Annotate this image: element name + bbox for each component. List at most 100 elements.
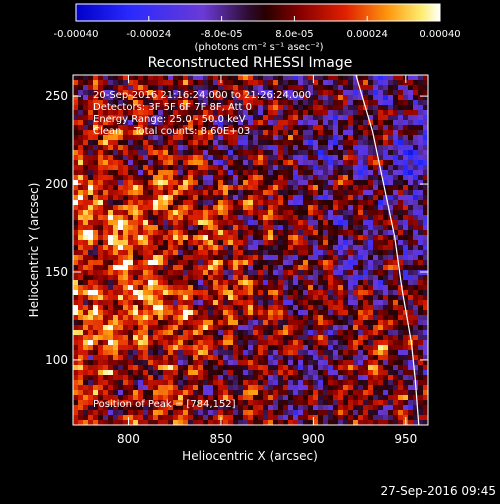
heatmap-cell: [388, 390, 393, 395]
heatmap-cell: [203, 225, 208, 230]
heatmap-cell: [73, 210, 78, 215]
heatmap-cell: [288, 135, 293, 140]
heatmap-cell: [93, 270, 98, 275]
heatmap-cell: [338, 135, 343, 140]
heatmap-cell: [423, 80, 428, 85]
heatmap-cell: [358, 300, 363, 305]
heatmap-cell: [418, 120, 423, 125]
heatmap-cell: [358, 330, 363, 335]
heatmap-cell: [333, 295, 338, 300]
heatmap-cell: [123, 165, 128, 170]
heatmap-cell: [168, 305, 173, 310]
heatmap-cell: [398, 195, 403, 200]
heatmap-cell: [168, 200, 173, 205]
heatmap-cell: [208, 300, 213, 305]
heatmap-cell: [398, 295, 403, 300]
heatmap-cell: [313, 410, 318, 415]
heatmap-cell: [168, 315, 173, 320]
heatmap-cell: [263, 300, 268, 305]
heatmap-cell: [403, 270, 408, 275]
heatmap-cell: [298, 325, 303, 330]
heatmap-cell: [218, 255, 223, 260]
heatmap-cell: [303, 280, 308, 285]
heatmap-cell: [403, 150, 408, 155]
heatmap-cell: [343, 85, 348, 90]
heatmap-cell: [303, 315, 308, 320]
heatmap-cell: [263, 210, 268, 215]
heatmap-cell: [338, 385, 343, 390]
heatmap-cell: [313, 200, 318, 205]
heatmap-cell: [148, 190, 153, 195]
heatmap-cell: [153, 380, 158, 385]
heatmap-cell: [133, 255, 138, 260]
heatmap-cell: [248, 180, 253, 185]
heatmap-cell: [383, 170, 388, 175]
heatmap-cell: [333, 95, 338, 100]
heatmap-cell: [178, 205, 183, 210]
heatmap-cell: [208, 240, 213, 245]
heatmap-cell: [383, 275, 388, 280]
heatmap-cell: [253, 295, 258, 300]
heatmap-cell: [278, 200, 283, 205]
heatmap-cell: [243, 140, 248, 145]
heatmap-cell: [93, 285, 98, 290]
heatmap-cell: [403, 185, 408, 190]
heatmap-cell: [343, 300, 348, 305]
heatmap-cell: [83, 280, 88, 285]
heatmap-cell: [413, 280, 418, 285]
heatmap-cell: [328, 295, 333, 300]
heatmap-cell: [213, 185, 218, 190]
heatmap-cell: [268, 420, 273, 425]
heatmap-cell: [358, 325, 363, 330]
heatmap-cell: [383, 325, 388, 330]
heatmap-cell: [273, 270, 278, 275]
heatmap-cell: [333, 245, 338, 250]
heatmap-cell: [183, 75, 188, 80]
heatmap-cell: [213, 240, 218, 245]
heatmap-cell: [123, 385, 128, 390]
heatmap-cell: [153, 390, 158, 395]
heatmap-cell: [368, 385, 373, 390]
heatmap-cell: [383, 315, 388, 320]
heatmap-cell: [293, 230, 298, 235]
heatmap-cell: [418, 390, 423, 395]
heatmap-cell: [173, 185, 178, 190]
heatmap-cell: [218, 175, 223, 180]
heatmap-cell: [373, 160, 378, 165]
heatmap-cell: [378, 90, 383, 95]
heatmap-cell: [93, 180, 98, 185]
heatmap-cell: [108, 345, 113, 350]
heatmap-cell: [293, 395, 298, 400]
heatmap-cell: [228, 220, 233, 225]
heatmap-cell: [243, 420, 248, 425]
heatmap-cell: [233, 420, 238, 425]
heatmap-cell: [263, 305, 268, 310]
heatmap-cell: [353, 240, 358, 245]
heatmap-cell: [158, 345, 163, 350]
heatmap-cell: [243, 370, 248, 375]
heatmap-cell: [203, 375, 208, 380]
heatmap-cell: [363, 205, 368, 210]
heatmap-cell: [413, 170, 418, 175]
heatmap-cell: [148, 360, 153, 365]
heatmap-cell: [88, 210, 93, 215]
heatmap-cell: [423, 270, 428, 275]
heatmap-cell: [173, 195, 178, 200]
heatmap-cell: [113, 225, 118, 230]
heatmap-cell: [373, 350, 378, 355]
heatmap-cell: [83, 190, 88, 195]
heatmap-cell: [163, 290, 168, 295]
heatmap-cell: [173, 355, 178, 360]
heatmap-cell: [73, 100, 78, 105]
heatmap-cell: [73, 150, 78, 155]
heatmap-cell: [413, 120, 418, 125]
heatmap-cell: [333, 255, 338, 260]
heatmap-cell: [228, 210, 233, 215]
heatmap-cell: [398, 170, 403, 175]
heatmap-cell: [413, 340, 418, 345]
heatmap-cell: [388, 410, 393, 415]
heatmap-cell: [193, 305, 198, 310]
heatmap-cell: [183, 310, 188, 315]
heatmap-cell: [78, 210, 83, 215]
heatmap-cell: [173, 230, 178, 235]
